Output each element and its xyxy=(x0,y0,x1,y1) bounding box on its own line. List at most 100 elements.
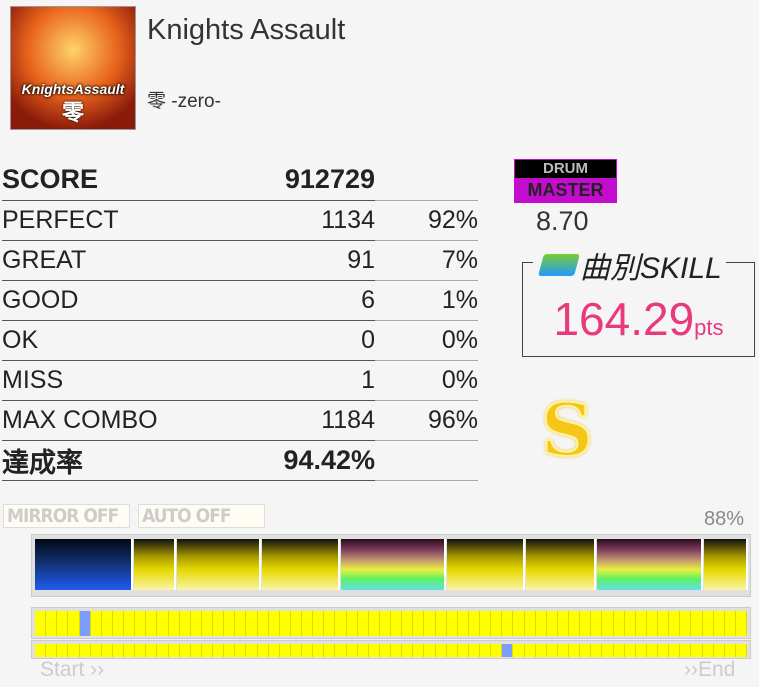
result-label: GOOD xyxy=(2,280,232,321)
progress-cell xyxy=(502,611,514,636)
progress-cell xyxy=(235,611,247,636)
progress-cell xyxy=(491,611,503,636)
results-table: SCORE 912729 PERFECT 1134 92% GREAT 91 7% GOOD 6 1… xyxy=(2,160,478,481)
gauge-segment-yellow xyxy=(262,539,340,590)
result-value: 6 xyxy=(232,280,375,321)
progress-cell xyxy=(101,611,113,636)
progress-cell xyxy=(402,644,414,657)
progress-cell xyxy=(302,644,314,657)
progress-cell xyxy=(179,644,191,657)
rank-badge: S xyxy=(540,386,594,473)
progress-cell xyxy=(424,611,436,636)
jacket-subtitle: 零 xyxy=(61,101,84,126)
progress-cell xyxy=(557,611,569,636)
progress-cell xyxy=(101,644,113,657)
progress-cell xyxy=(357,611,369,636)
progress-cell xyxy=(157,644,169,657)
result-row: MISS 1 0% xyxy=(2,360,478,401)
progress-cell xyxy=(346,611,358,636)
skill-header: 曲別SKILL xyxy=(537,243,726,287)
result-value: 94.42% xyxy=(232,440,375,481)
progress-cell xyxy=(324,644,336,657)
progress-cell xyxy=(724,644,736,657)
progress-cell xyxy=(379,644,391,657)
progress-cell xyxy=(424,644,436,657)
progress-cell xyxy=(179,611,191,636)
progress-cell xyxy=(402,611,414,636)
progress-cell xyxy=(569,644,581,657)
progress-cell xyxy=(213,611,225,636)
result-percent: 1% xyxy=(375,280,478,321)
gauge-segment-yellow xyxy=(134,539,176,590)
instrument-label: DRUM xyxy=(515,160,616,178)
song-artist: 零 -zero- xyxy=(147,91,221,112)
progress-cell xyxy=(79,644,91,657)
result-label: PERFECT xyxy=(2,200,232,241)
progress-cell xyxy=(68,644,80,657)
progress-cell xyxy=(713,611,725,636)
progress-cell xyxy=(646,611,658,636)
difficulty-name: MASTER xyxy=(515,178,616,202)
skill-value: 164.29pts xyxy=(522,292,755,346)
skill-points: 164.29 xyxy=(553,293,695,345)
progress-cell xyxy=(124,644,136,657)
progress-cell xyxy=(146,611,158,636)
jacket-title: KnightsAssault xyxy=(21,81,125,97)
progress-cell xyxy=(146,644,158,657)
progress-cell xyxy=(580,611,592,636)
progress-cell xyxy=(157,611,169,636)
result-label: SCORE xyxy=(2,160,232,201)
performance-gauge xyxy=(31,534,751,597)
result-label: 達成率 xyxy=(2,440,232,481)
progress-cell xyxy=(201,611,213,636)
progress-cell xyxy=(290,644,302,657)
progress-cell xyxy=(357,644,369,657)
gauge-segment-rainbow xyxy=(341,539,446,590)
progress-cell xyxy=(413,611,425,636)
result-percent: 7% xyxy=(375,240,478,281)
result-label: OK xyxy=(2,320,232,361)
gauge-segment-yellow xyxy=(177,539,261,590)
progress-cell xyxy=(190,611,202,636)
progress-cell xyxy=(35,611,47,636)
progress-cell xyxy=(635,611,647,636)
progress-cell xyxy=(591,611,603,636)
progress-cell-miss xyxy=(502,644,514,657)
album-jacket: KnightsAssault 零 xyxy=(10,6,136,130)
result-percent xyxy=(375,160,478,201)
progress-cell xyxy=(546,611,558,636)
skill-logo-icon xyxy=(538,254,580,276)
progress-cell xyxy=(90,611,102,636)
start-label: Start ›› xyxy=(40,658,105,681)
progress-cell xyxy=(313,611,325,636)
progress-cell xyxy=(546,644,558,657)
progress-cell xyxy=(646,644,658,657)
progress-cell xyxy=(246,611,258,636)
progress-cell xyxy=(279,611,291,636)
progress-cell xyxy=(224,644,236,657)
result-row: MAX COMBO 1184 96% xyxy=(2,400,478,441)
progress-cell xyxy=(735,611,747,636)
progress-cell xyxy=(702,611,714,636)
progress-cell xyxy=(468,644,480,657)
progress-cell xyxy=(124,611,136,636)
skill-label: 曲別SKILL xyxy=(580,252,722,285)
gauge-segment-yellow xyxy=(526,539,596,590)
result-row: GOOD 6 1% xyxy=(2,280,478,321)
progress-cell xyxy=(112,644,124,657)
progress-cell xyxy=(201,644,213,657)
result-value: 1 xyxy=(232,360,375,401)
progress-cell xyxy=(346,644,358,657)
progress-cell xyxy=(335,611,347,636)
progress-bar-row-1 xyxy=(31,607,751,639)
progress-cell xyxy=(324,611,336,636)
progress-cell xyxy=(602,644,614,657)
progress-cell xyxy=(213,644,225,657)
progress-cell xyxy=(513,611,525,636)
difficulty-level: 8.70 xyxy=(536,206,589,236)
result-value: 0 xyxy=(232,320,375,361)
gauge-segment-yellow xyxy=(704,539,748,590)
progress-cell xyxy=(658,644,670,657)
progress-cell xyxy=(580,644,592,657)
progress-cell xyxy=(735,644,747,657)
